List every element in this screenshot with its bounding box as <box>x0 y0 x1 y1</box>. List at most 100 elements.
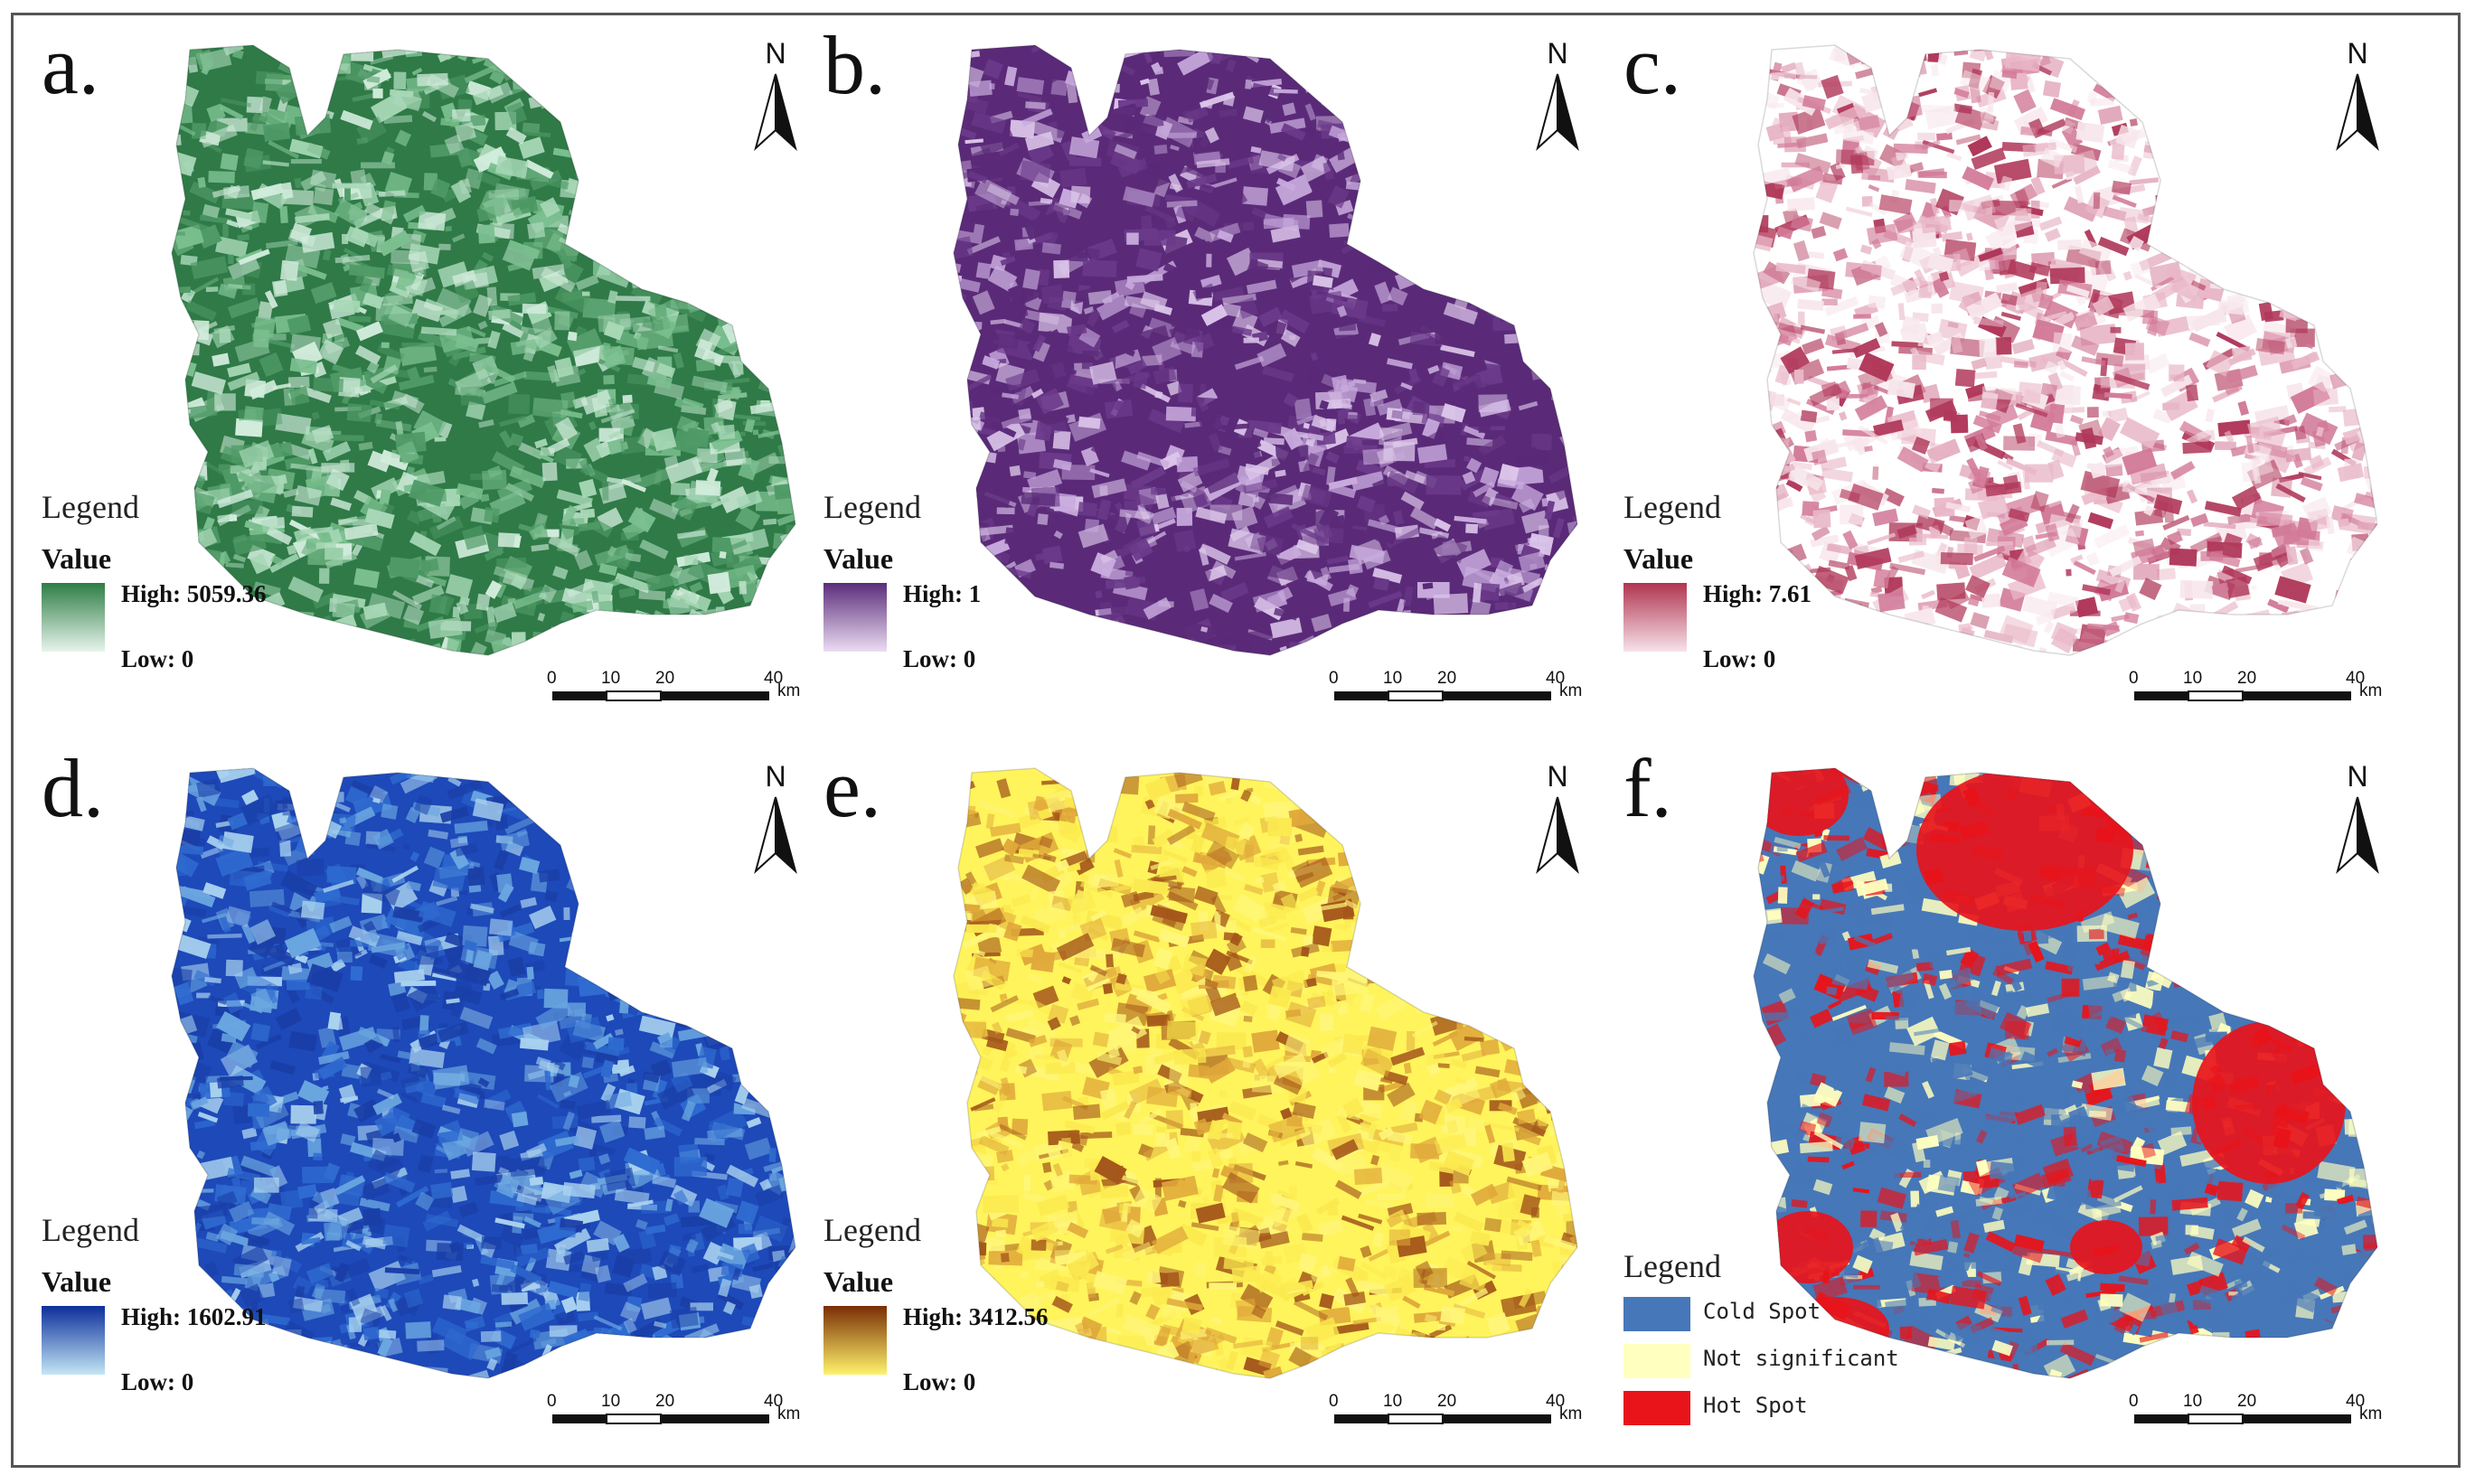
north-arrow-icon: N <box>2336 37 2379 152</box>
panel-label: c. <box>1623 19 1681 111</box>
scale-tick-label: 0 <box>2129 669 2139 688</box>
scale-tick-label: 0 <box>547 1392 557 1411</box>
scale-tick-label: 40 <box>1546 669 1566 688</box>
legend-low-label: Low: 0 <box>903 1368 976 1395</box>
raster-map-c <box>1753 44 2377 656</box>
scale-bar: 0 10 20 40 km <box>1329 669 1605 723</box>
north-arrow-icon: N <box>1536 760 1579 875</box>
scale-bar-graphic <box>1334 690 1551 701</box>
legend-low-label: Low: 0 <box>903 645 976 672</box>
scale-tick-label: 20 <box>655 669 675 688</box>
scale-bar-graphic <box>1334 1414 1551 1424</box>
svg-text:N: N <box>765 37 786 70</box>
legend-label: Cold Spot <box>1703 1299 1821 1324</box>
legend-high-label: High: 1602.91 <box>121 1303 267 1330</box>
scale-tick-label: 10 <box>1383 1392 1403 1411</box>
legend-title: Legend <box>1623 489 1721 525</box>
north-arrow-icon: N <box>754 760 797 875</box>
scale-bar: 0 10 20 40 km <box>2129 1392 2404 1446</box>
map-panel-b: b. N Legend Value High: 1 Low: 0 0 10 20 40 km <box>800 18 1582 732</box>
map-panel-f: f. N Legend Cold Spot Not significant Hot Spo… <box>1600 741 2382 1455</box>
north-arrow-icon: N <box>754 37 797 152</box>
scale-bar: 0 10 20 40 km <box>547 669 823 723</box>
scale-bar-graphic <box>2134 690 2351 701</box>
scale-tick-label: 10 <box>2183 1392 2203 1411</box>
legend-value-title: Value <box>823 542 894 575</box>
legend-value-title: Value <box>823 1265 894 1298</box>
scale-tick-label: 20 <box>1437 669 1457 688</box>
legend-low-label: Low: 0 <box>121 1368 194 1395</box>
scale-unit: km <box>1559 1404 1583 1423</box>
scale-tick-label: 10 <box>601 669 621 688</box>
map-panel-e: e. N Legend Value High: 3412.56 Low: 0 0 10 20 40… <box>800 741 1582 1455</box>
raster-map-b <box>953 44 1577 656</box>
panel-label: d. <box>42 742 104 834</box>
legend-swatch <box>1623 1391 1690 1425</box>
legend-title: Legend <box>42 489 139 525</box>
north-arrow-icon: N <box>2336 760 2379 875</box>
scale-tick-label: 0 <box>1329 669 1339 688</box>
raster-map-a <box>171 44 795 656</box>
north-arrow-icon: N <box>1536 37 1579 152</box>
scale-tick-label: 10 <box>601 1392 621 1411</box>
legend-title: Legend <box>823 1212 921 1248</box>
legend-swatch <box>1623 1297 1690 1331</box>
raster-map-e <box>953 767 1577 1379</box>
scale-bar: 0 10 20 40 km <box>2129 669 2404 723</box>
legend-value-title: Value <box>1623 542 1694 575</box>
legend-low-label: Low: 0 <box>121 645 194 672</box>
legend-color-ramp <box>42 1306 105 1375</box>
panel-label: b. <box>823 19 886 111</box>
panel-label: f. <box>1623 742 1672 834</box>
legend-color-ramp <box>42 583 105 652</box>
scale-unit: km <box>2359 681 2383 700</box>
scale-tick-label: 40 <box>2346 669 2366 688</box>
scale-tick-label: 0 <box>2129 1392 2139 1411</box>
raster-map-d <box>171 767 795 1379</box>
scale-bar: 0 10 20 40 km <box>1329 1392 1605 1446</box>
legend-color-ramp <box>823 1306 887 1375</box>
scale-unit: km <box>1559 681 1583 700</box>
panel-label: a. <box>42 19 99 111</box>
scale-tick-label: 40 <box>2346 1392 2366 1411</box>
legend-title: Legend <box>823 489 921 525</box>
scale-tick-label: 0 <box>1329 1392 1339 1411</box>
scale-tick-label: 40 <box>764 669 784 688</box>
scale-tick-label: 40 <box>764 1392 784 1411</box>
scale-tick-label: 20 <box>2237 1392 2257 1411</box>
legend-value-title: Value <box>42 542 112 575</box>
scale-tick-label: 40 <box>1546 1392 1566 1411</box>
legend-high-label: High: 1 <box>903 580 982 607</box>
svg-text:N: N <box>1547 37 1567 70</box>
map-panel-d: d. N Legend Value High: 1602.91 Low: 0 0 10 20 40… <box>18 741 800 1455</box>
legend-high-label: High: 5059.36 <box>121 580 267 607</box>
legend-title: Legend <box>1623 1248 1721 1284</box>
scale-tick-label: 0 <box>547 669 557 688</box>
scale-tick-label: 20 <box>1437 1392 1457 1411</box>
legend-label: Hot Spot <box>1703 1393 1808 1418</box>
scale-unit: km <box>777 681 801 700</box>
scale-bar-graphic <box>552 1414 769 1424</box>
legend-color-ramp <box>1623 583 1687 652</box>
scale-unit: km <box>2359 1404 2383 1423</box>
scale-bar: 0 10 20 40 km <box>547 1392 823 1446</box>
scale-tick-label: 10 <box>1383 669 1403 688</box>
map-panel-a: a. N Legend Value High: 5059.36 Low: 0 0 10 20 40… <box>18 18 800 732</box>
raster-map-f <box>1753 767 2377 1379</box>
legend-swatch <box>1623 1344 1690 1378</box>
svg-text:N: N <box>2347 37 2367 70</box>
legend-value-title: Value <box>42 1265 112 1298</box>
map-panel-c: c. N Legend Value High: 7.61 Low: 0 0 10 20 40 km <box>1600 18 2382 732</box>
legend-high-label: High: 3412.56 <box>903 1303 1049 1330</box>
scale-unit: km <box>777 1404 801 1423</box>
legend-high-label: High: 7.61 <box>1703 580 1812 607</box>
scale-bar-graphic <box>2134 1414 2351 1424</box>
scale-tick-label: 20 <box>2237 669 2257 688</box>
scale-tick-label: 10 <box>2183 669 2203 688</box>
legend-title: Legend <box>42 1212 139 1248</box>
scale-tick-label: 20 <box>655 1392 675 1411</box>
legend-color-ramp <box>823 583 887 652</box>
legend-label: Not significant <box>1703 1346 1899 1371</box>
panel-label: e. <box>823 742 881 834</box>
legend-low-label: Low: 0 <box>1703 645 1776 672</box>
